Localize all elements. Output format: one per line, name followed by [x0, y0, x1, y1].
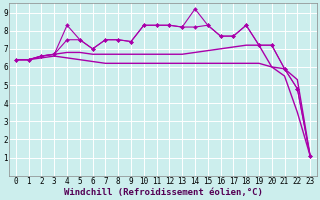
X-axis label: Windchill (Refroidissement éolien,°C): Windchill (Refroidissement éolien,°C)	[64, 188, 262, 197]
